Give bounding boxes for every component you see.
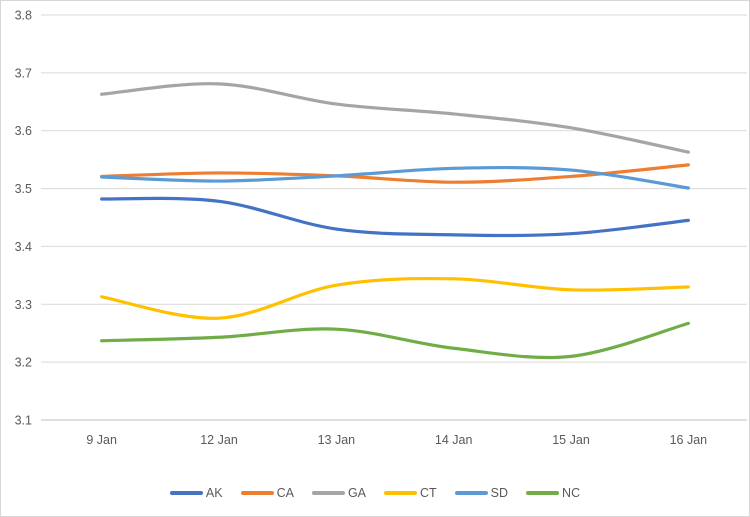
- x-tick-label: 13 Jan: [318, 433, 356, 447]
- y-tick-label: 3.4: [15, 240, 32, 254]
- legend-item-SD: SD: [454, 485, 509, 500]
- series-line-CA: [100, 163, 690, 184]
- y-tick-label: 3.8: [15, 9, 32, 23]
- legend-label-NC: NC: [562, 485, 581, 500]
- y-tick-label: 3.5: [15, 182, 32, 196]
- series-line-AK: [100, 196, 690, 238]
- x-tick-label: 16 Jan: [670, 433, 708, 447]
- y-tick-label: 3.3: [15, 298, 32, 312]
- series-line-SD: [100, 165, 690, 190]
- legend-line-swatch-SD: [454, 491, 488, 495]
- y-tick-label: 3.2: [15, 356, 32, 370]
- x-tick-label: 9 Jan: [86, 433, 117, 447]
- y-tick-label: 3.7: [15, 66, 32, 80]
- series-line-CT: [100, 276, 690, 320]
- x-tick-label: 14 Jan: [435, 433, 473, 447]
- legend-item-CA: CA: [240, 485, 294, 500]
- legend-line-swatch-NC: [526, 491, 560, 495]
- legend-item-AK: AK: [169, 485, 223, 500]
- x-tick-label: 12 Jan: [200, 433, 238, 447]
- series-line-GA: [100, 82, 690, 154]
- series-line-NC: [100, 321, 690, 360]
- x-tick-label: 15 Jan: [552, 433, 590, 447]
- legend-label-CA: CA: [276, 485, 294, 500]
- legend-label-GA: GA: [347, 485, 366, 500]
- legend-line-swatch-CA: [240, 491, 274, 495]
- legend: AK CA GA CT SD NC: [1, 483, 749, 503]
- legend-item-GA: GA: [311, 485, 366, 500]
- legend-label-SD: SD: [490, 485, 509, 500]
- y-tick-label: 3.6: [15, 124, 32, 138]
- y-tick-label: 3.1: [15, 414, 32, 428]
- legend-line-swatch-AK: [169, 491, 203, 495]
- legend-label-CT: CT: [420, 485, 437, 500]
- legend-line-swatch-CT: [384, 491, 417, 495]
- legend-label-AK: AK: [205, 485, 223, 500]
- legend-item-NC: NC: [526, 487, 580, 500]
- legend-item-CT: CT: [384, 487, 437, 500]
- legend-line-swatch-GA: [311, 491, 345, 495]
